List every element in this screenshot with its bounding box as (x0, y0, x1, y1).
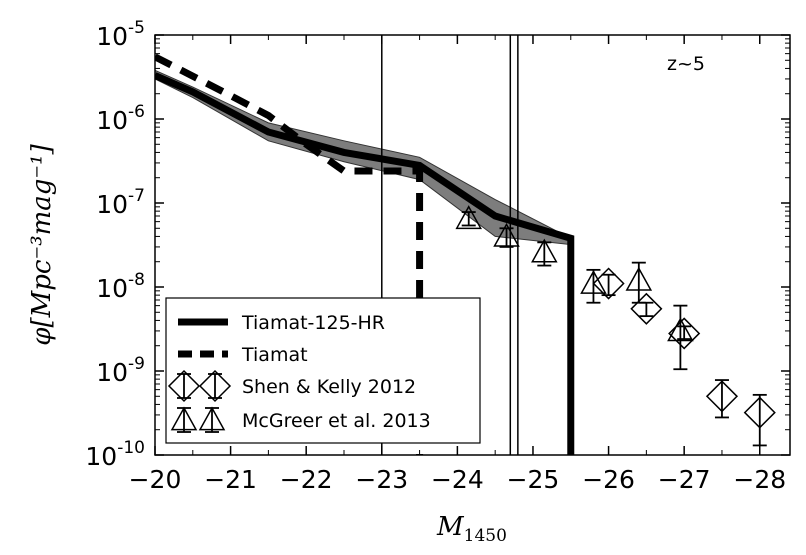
x-tick-label: −28 (733, 465, 786, 494)
shen-kelly-error-bar (601, 273, 616, 297)
y-tick-label-base: 10 (96, 274, 128, 303)
mcgreer-point (667, 317, 694, 342)
mcgreer-point (493, 222, 520, 247)
x-axis-label-main: M (436, 512, 465, 542)
shen-kelly-point (592, 267, 625, 300)
x-tick-label: −25 (507, 465, 560, 494)
y-tick-label: 10-9 (96, 354, 145, 387)
legend-shen-kelly-marker (198, 369, 232, 403)
y-tick-label: 10-8 (96, 270, 145, 303)
y-tick-label-exponent: -9 (128, 354, 145, 374)
y-tick-label-base: 10 (85, 442, 117, 471)
y-tick-label: 10-7 (96, 186, 145, 219)
shen-kelly-point (630, 292, 663, 325)
x-tick-label: −27 (658, 465, 711, 494)
y-tick-label: 10-10 (85, 438, 145, 471)
mcgreer-point (531, 238, 558, 263)
legend-label: Shen & Kelly 2012 (242, 376, 416, 398)
series-line-tiamat-125-hr (155, 72, 575, 455)
y-tick-label-base: 10 (96, 106, 128, 135)
mcgreer-point (455, 205, 482, 230)
series-line-tiamat (155, 53, 424, 455)
y-tick-label-base: 10 (96, 22, 128, 51)
y-tick-label-exponent: -7 (128, 186, 145, 206)
x-tick-label: −23 (355, 465, 408, 494)
legend-shen-kelly-marker (167, 369, 201, 403)
x-tick-label: −22 (280, 465, 333, 494)
mcgreer-error-bar (499, 227, 514, 248)
shen-kelly-error-bar (752, 393, 767, 447)
legend-mcgreer-marker (170, 406, 198, 431)
y-tick-label-base: 10 (96, 358, 128, 387)
y-tick-label-exponent: -5 (128, 18, 145, 38)
legend: Tiamat-125-HR Tiamat Shen & Kelly 2012 McGr… (165, 297, 481, 444)
mcgreer-error-bar (461, 211, 476, 227)
x-tick-label: −20 (129, 465, 182, 494)
y-tick-label-exponent: -6 (128, 102, 145, 122)
legend-label: McGreer et al. 2013 (242, 410, 431, 432)
y-axis-label: φ[Mpc⁻³mag⁻¹] (27, 143, 57, 345)
plot-frame (154, 34, 791, 456)
x-tick-label: −21 (204, 465, 257, 494)
y-tick-label-base: 10 (96, 190, 128, 219)
legend-shen-kelly-error-bar (177, 373, 191, 399)
x-axis-label-sub: 1450 (464, 526, 507, 546)
y-tick-label-exponent: -10 (117, 438, 145, 458)
shen-kelly-point (705, 380, 739, 413)
shen-kelly-point (743, 396, 776, 429)
legend-label: Tiamat (241, 344, 308, 366)
legend-shen-kelly-error-bar (208, 373, 222, 399)
y-tick-label-exponent: -8 (128, 270, 145, 290)
legend-mcgreer-marker (198, 406, 226, 431)
mcgreer-point (580, 269, 607, 294)
x-tick-label: −26 (582, 465, 635, 494)
x-axis-label: M1450 (436, 512, 507, 546)
x-tick-label: −24 (431, 465, 484, 494)
mcgreer-error-bar (586, 268, 601, 304)
mcgreer-point (625, 266, 653, 291)
y-tick-label: 10-5 (96, 18, 145, 51)
redshift-annotation: z~5 (667, 53, 705, 75)
mcgreer-error-bar (673, 304, 688, 371)
shen-kelly-point (668, 317, 701, 350)
y-tick-label: 10-6 (96, 102, 145, 135)
legend-label: Tiamat-125-HR (241, 312, 385, 334)
